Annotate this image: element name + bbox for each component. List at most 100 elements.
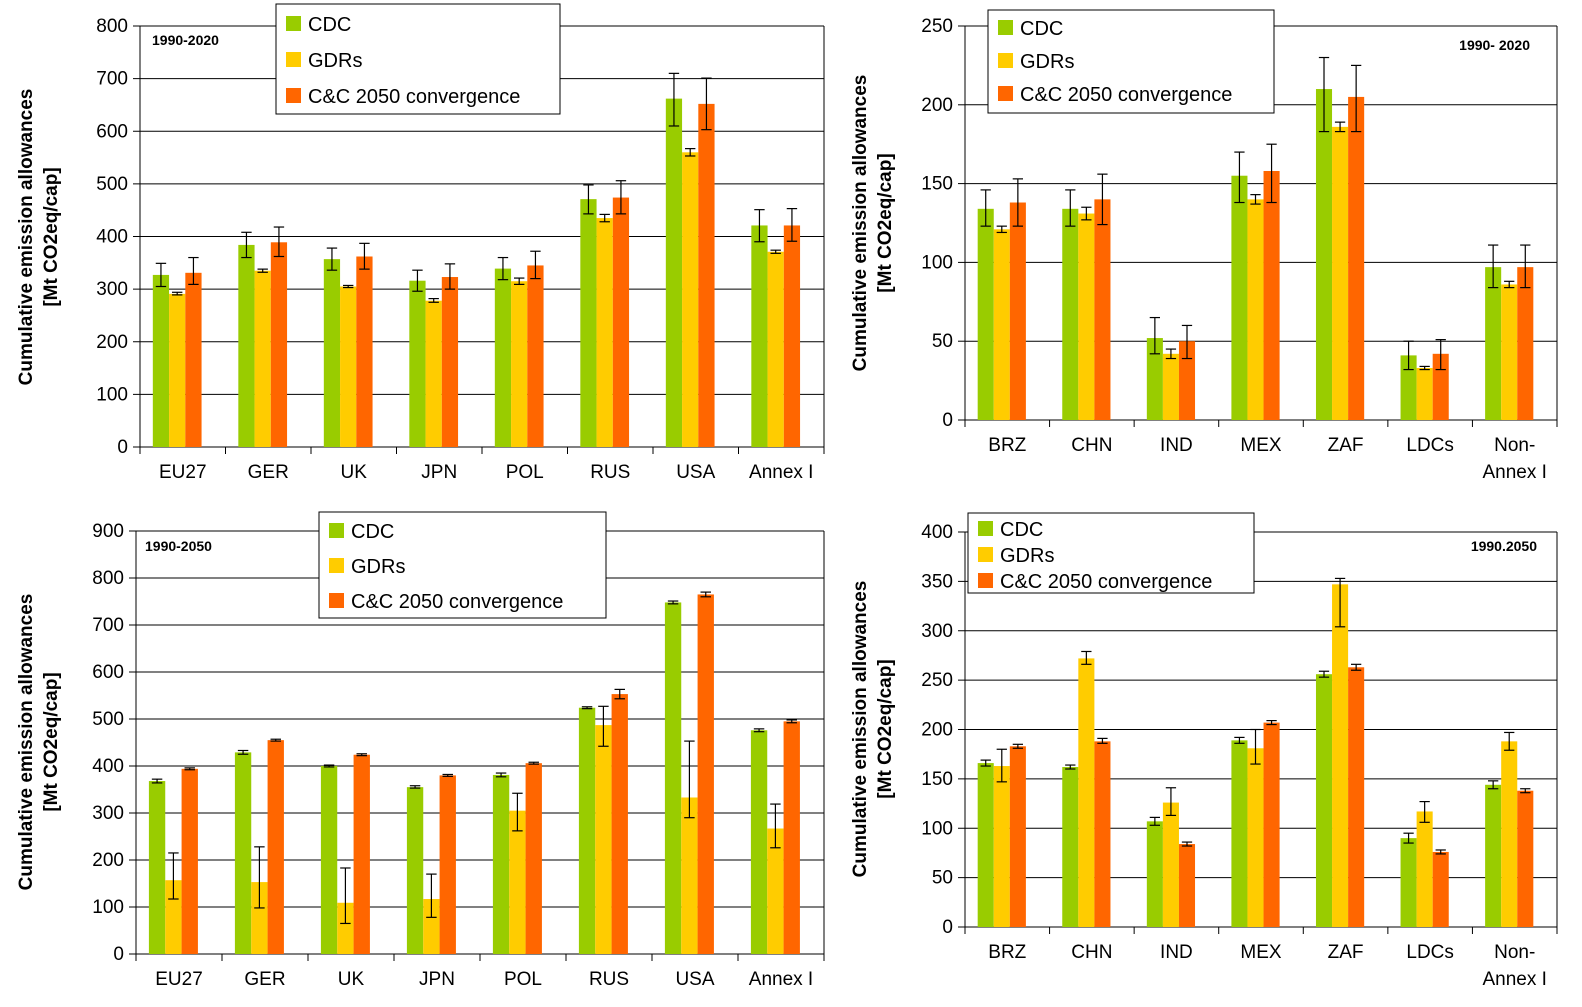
bar-gdrs xyxy=(681,797,698,954)
bar-cdc xyxy=(1062,767,1079,927)
legend-swatch xyxy=(329,523,344,538)
bar-c-c-2050-convergence xyxy=(1178,341,1196,420)
x-tick-label: BRZ xyxy=(988,435,1026,456)
x-tick-label: ZAF xyxy=(1328,435,1364,456)
x-tick-label: LDCs xyxy=(1406,942,1454,963)
x-tick-label: POL xyxy=(506,462,544,483)
y-tick-label: 200 xyxy=(96,332,128,353)
bar-gdrs xyxy=(169,293,186,447)
bar-c-c-2050-convergence xyxy=(1432,353,1449,420)
x-tick-label: Annex I xyxy=(1482,969,1546,990)
bar-c-c-2050-convergence xyxy=(267,740,284,954)
bar-gdrs xyxy=(1247,748,1264,927)
legend-box xyxy=(967,512,1255,594)
legend: CDC GDRs C&C 2050 convergence xyxy=(987,9,1275,114)
x-tick-label: Annex I xyxy=(1482,462,1546,483)
bar-cdc xyxy=(492,774,510,954)
bar-c-c-2050-convergence xyxy=(1348,96,1365,421)
bar-c-c-2050-convergence xyxy=(525,763,542,954)
bar-cdc xyxy=(977,763,994,927)
bar-gdrs xyxy=(1078,213,1095,420)
bar-cdc xyxy=(494,268,512,447)
y-tick-label: 300 xyxy=(96,279,128,300)
legend-label: GDRs xyxy=(351,556,405,578)
y-axis-title: [Mt CO2eq/cap] xyxy=(875,659,896,798)
legend-swatch xyxy=(286,16,301,31)
y-tick-label: 350 xyxy=(921,571,953,592)
bar-gdrs xyxy=(1501,741,1518,927)
legend-label: C&C 2050 convergence xyxy=(308,86,520,108)
y-tick-label: 400 xyxy=(96,227,128,248)
y-tick-label: 200 xyxy=(921,720,953,741)
bar-c-c-2050-convergence xyxy=(783,225,801,447)
y-axis-title: [Mt CO2eq/cap] xyxy=(41,167,62,306)
x-tick-label: USA xyxy=(676,462,715,483)
bar-cdc xyxy=(238,244,255,447)
period-annotation: 1990.2050 xyxy=(1471,538,1537,554)
bar-c-c-2050-convergence xyxy=(611,694,628,954)
bar-gdrs xyxy=(993,229,1010,420)
bar-c-c-2050-convergence xyxy=(270,242,288,447)
y-tick-label: 500 xyxy=(96,174,128,195)
bar-gdrs xyxy=(1416,367,1433,420)
y-tick-label: 500 xyxy=(92,709,124,730)
y-tick-label: 300 xyxy=(92,803,124,824)
y-tick-label: 250 xyxy=(921,670,953,691)
bar-gdrs xyxy=(511,281,528,447)
period-annotation: 1990-2050 xyxy=(145,538,212,554)
chart-3: 0 100 200 300 400 500 600 700 800 900 EU27 GER UK JPN… xyxy=(16,511,825,990)
bar-cdc xyxy=(977,208,994,420)
legend-swatch xyxy=(998,20,1013,35)
x-tick-label: Annex I xyxy=(749,969,813,990)
legend-label: CDC xyxy=(1000,519,1043,541)
bar-c-c-2050-convergence xyxy=(1094,741,1111,927)
bar-gdrs xyxy=(1501,284,1518,420)
x-tick-label: LDCs xyxy=(1406,435,1454,456)
legend-label: C&C 2050 convergence xyxy=(1000,571,1212,593)
y-tick-label: 150 xyxy=(921,174,953,195)
y-tick-label: 0 xyxy=(113,944,124,965)
bar-cdc xyxy=(320,766,338,954)
y-tick-label: 100 xyxy=(921,818,953,839)
bar-cdc xyxy=(1146,338,1163,420)
legend-box xyxy=(318,511,607,619)
y-tick-label: 100 xyxy=(921,252,953,273)
bar-c-c-2050-convergence xyxy=(783,721,800,954)
legend-swatch xyxy=(978,573,993,588)
bar-c-c-2050-convergence xyxy=(1432,851,1449,927)
bar-cdc xyxy=(234,752,252,954)
bar-cdc xyxy=(1315,89,1333,420)
bar-gdrs xyxy=(1332,126,1349,420)
y-tick-label: 50 xyxy=(932,331,953,352)
bar-cdc xyxy=(1062,208,1079,420)
x-tick-label: UK xyxy=(338,969,365,990)
x-tick-label: UK xyxy=(341,462,368,483)
legend-label: C&C 2050 convergence xyxy=(351,591,563,613)
legend-label: CDC xyxy=(308,14,351,36)
x-tick-label: USA xyxy=(675,969,714,990)
x-tick-label: Annex I xyxy=(749,462,813,483)
bar-cdc xyxy=(1485,784,1502,927)
y-tick-label: 600 xyxy=(92,662,124,683)
y-axis-title: Cumulative emission allowances xyxy=(850,75,871,372)
bar-c-c-2050-convergence xyxy=(181,768,198,954)
y-tick-label: 150 xyxy=(921,769,953,790)
bar-cdc xyxy=(1485,267,1502,420)
y-tick-label: 400 xyxy=(921,522,953,543)
x-tick-label: CHN xyxy=(1071,435,1112,456)
x-tick-label: POL xyxy=(504,969,542,990)
bar-gdrs xyxy=(767,828,784,954)
bar-gdrs xyxy=(254,270,271,447)
legend-swatch xyxy=(998,53,1013,68)
y-tick-label: 600 xyxy=(96,121,128,142)
bar-gdrs xyxy=(767,251,784,447)
y-axis-title: Cumulative emission allowances xyxy=(16,89,37,386)
y-tick-label: 0 xyxy=(942,917,953,938)
bar-gdrs xyxy=(1078,658,1095,927)
bar-gdrs xyxy=(423,899,440,954)
bar-cdc xyxy=(152,274,170,447)
y-axis-title: Cumulative emission allowances xyxy=(16,594,37,891)
bar-c-c-2050-convergence xyxy=(1263,722,1280,927)
bar-cdc xyxy=(409,280,426,447)
